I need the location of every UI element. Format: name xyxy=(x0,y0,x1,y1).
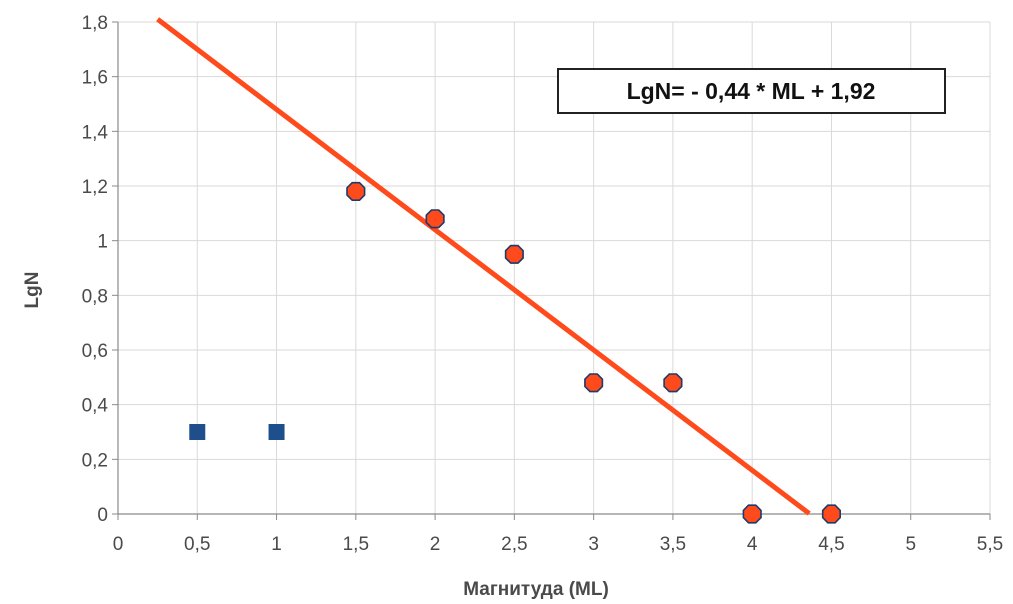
y-tick-label: 1,4 xyxy=(82,122,109,143)
x-tick-label: 1 xyxy=(271,534,282,555)
data-point-octagon xyxy=(425,209,445,229)
data-point-octagon xyxy=(663,373,683,393)
y-tick-label: 1,6 xyxy=(82,68,108,89)
x-tick-label: 1,5 xyxy=(343,534,369,555)
x-tick-label: 5 xyxy=(905,534,916,555)
y-tick-label: 0,2 xyxy=(82,450,108,471)
x-tick-label: 2 xyxy=(430,534,441,555)
y-tick-label: 1,2 xyxy=(82,177,108,198)
data-point-octagon xyxy=(821,504,842,524)
y-axis-title: LgN xyxy=(22,272,43,309)
data-points xyxy=(189,181,842,524)
data-point-octagon xyxy=(742,504,762,524)
y-tick-label: 0,4 xyxy=(82,396,109,417)
data-point-octagon xyxy=(504,244,524,264)
axes xyxy=(112,21,991,520)
y-tick-label: 1,8 xyxy=(82,13,108,34)
x-tick-labels: 0 0,5 1 1,5 2 2,5 3 3,5 4 4,5 5 5,5 xyxy=(113,534,1004,555)
x-tick-label: 3 xyxy=(588,534,599,555)
y-tick-label: 0,6 xyxy=(82,341,108,362)
equation-box xyxy=(557,68,946,114)
data-point-square xyxy=(268,424,285,440)
data-point-square xyxy=(189,424,206,440)
x-tick-label: 3,5 xyxy=(660,534,686,555)
x-tick-label: 4 xyxy=(747,534,758,555)
x-tick-label: 2,5 xyxy=(501,534,527,555)
y-tick-label: 1 xyxy=(97,232,108,253)
x-tick-label: 0,5 xyxy=(184,534,210,555)
equation-text: LgN= - 0,44 * ML + 1,92 xyxy=(627,78,876,104)
data-point-octagon xyxy=(346,181,366,201)
trendline-line xyxy=(156,17,811,516)
y-tick-labels: 0 0,2 0,4 0,6 0,8 1 1,2 1,4 1,6 1,8 xyxy=(82,13,109,526)
y-tick-label: 0 xyxy=(97,505,108,526)
data-point-octagon xyxy=(584,373,604,393)
equation-annotation: LgN= - 0,44 * ML + 1,92 xyxy=(557,68,946,114)
trendline xyxy=(156,17,811,516)
y-tick-label: 0,8 xyxy=(82,286,108,307)
x-tick-label: 5,5 xyxy=(977,534,1003,555)
x-tick-label: 4,5 xyxy=(818,534,844,555)
x-axis-title: Магнитуда (ML) xyxy=(463,579,609,600)
x-tick-label: 0 xyxy=(113,534,124,555)
